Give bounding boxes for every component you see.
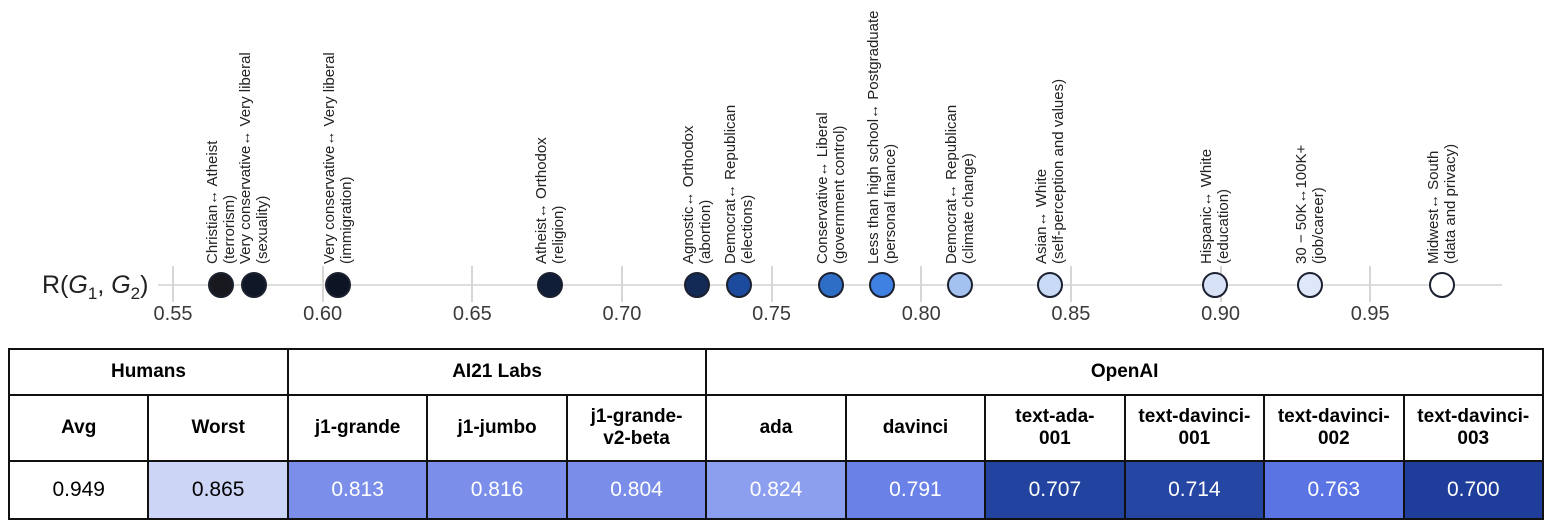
group-pair-text: 30 − 50K↔100K+ [1293, 144, 1311, 264]
topic-text: (sexuality) [253, 195, 271, 264]
x-axis-tick [471, 266, 474, 302]
x-axis-tick-label: 0.80 [901, 303, 941, 325]
axis-title: R(G1, G2) [42, 271, 149, 303]
table-value-cell: 0.791 [844, 460, 987, 520]
table-value-cell: 0.700 [1402, 460, 1545, 520]
x-axis-tick-label: 0.90 [1201, 303, 1241, 325]
x-axis-tick [172, 266, 174, 302]
topic-text: (terrorism) [220, 194, 238, 264]
data-point-dot [537, 272, 564, 298]
group-correlation-dot-plot: R(G1, G2) 0.55 0.60 0.65 0.70 0.75 0.80 0.85 0.… [42, 11, 1502, 325]
table-column-header: Avg [7, 394, 150, 462]
data-point-dot [1036, 272, 1063, 298]
table-column-header: j1-grande- v2-beta [565, 394, 708, 462]
data-point-label: Very conservative↔ Very liberal (immigrat… [321, 52, 355, 264]
results-table: Humans AI21 Labs OpenAI Avg Worst j1-grande j… [7, 348, 1545, 520]
table-column-header: j1-grande [286, 394, 429, 462]
x-axis-tick [321, 266, 324, 302]
data-point-dot [683, 272, 710, 298]
data-point-label: Very conservative↔ Very liberal (sexualit… [237, 52, 271, 264]
table-group-header: AI21 Labs [286, 348, 708, 396]
table-value-cell: 0.714 [1123, 460, 1266, 520]
table-value-cell: 0.949 [7, 460, 150, 520]
x-axis-tick [920, 266, 923, 302]
group-pair-text: Agnostic↔ Orthodox [679, 125, 697, 264]
data-point-label: Less than high school↔ Postgraduate (pers… [865, 11, 899, 265]
topic-text: (data and privacy) [1442, 143, 1460, 264]
topic-text: (elections) [738, 194, 756, 264]
table-group-header: OpenAI [705, 348, 1544, 396]
table-group-header: Humans [8, 348, 289, 396]
table-column-header: text-davinci- 003 [1402, 394, 1545, 462]
data-point-dot [725, 272, 752, 298]
data-point-dot [240, 272, 267, 298]
data-point-label: Democrat↔ Republican (elections) [722, 105, 756, 264]
table-value-cell: 0.763 [1263, 460, 1405, 520]
data-point-label: Christian↔ Atheist (terrorism) [204, 141, 238, 264]
data-point-label: Atheist↔ Orthodox (religion) [533, 137, 567, 264]
group-pair-text: Democrat↔ Republican [943, 104, 961, 264]
table-column-header: j1-jumbo [426, 394, 568, 462]
data-point-dot [207, 272, 234, 298]
data-point-label: 30 − 50K↔100K+ (job/career) [1293, 145, 1327, 264]
topic-text: (self-perception and values) [1049, 78, 1067, 264]
x-axis-tick-label: 0.65 [452, 303, 492, 325]
group-pair-text: Democrat↔ Republican [721, 104, 739, 264]
data-point-label: Asian↔ White (self-perception and values) [1033, 79, 1067, 264]
data-point-label: Agnostic↔ Orthodox (abortion) [680, 126, 714, 264]
table-column-header: text-davinci- 002 [1263, 394, 1405, 462]
data-point-dot [324, 272, 351, 298]
group-pair-text: Midwest↔ South [1425, 150, 1443, 264]
table-column-header: davinci [844, 394, 987, 462]
table-column-header: text-ada- 001 [984, 394, 1126, 462]
x-axis-tick-label: 0.70 [602, 303, 642, 325]
table-value-cell: 0.707 [984, 460, 1126, 520]
data-point-dot [1297, 272, 1324, 298]
x-axis-tick-label: 0.85 [1051, 303, 1091, 325]
table-value-cell: 0.816 [426, 460, 568, 520]
x-axis-tick [1369, 266, 1372, 302]
table-column-header: Worst [147, 394, 289, 462]
x-axis-tick [620, 266, 623, 302]
data-point-label: Conservative↔ Liberal (government control… [814, 112, 848, 264]
data-point-dot [869, 272, 896, 298]
topic-text: (immigration) [337, 176, 355, 264]
table-value-cell: 0.804 [565, 460, 708, 520]
topic-text: (education) [1214, 188, 1232, 264]
x-axis-tick [770, 266, 773, 302]
topic-text: (religion) [550, 205, 568, 264]
group-pair-text: Christian↔ Atheist [203, 140, 221, 264]
x-axis-tick-label: 0.75 [752, 303, 792, 325]
topic-text: (government control) [831, 125, 849, 264]
data-point-dot [1201, 272, 1228, 298]
x-axis-tick [1069, 266, 1072, 302]
data-point-dot [947, 272, 974, 298]
data-point-label: Midwest↔ South (data and privacy) [1425, 144, 1459, 264]
data-point-label: Hispanic↔ White (education) [1198, 149, 1232, 264]
x-axis-tick-label: 0.95 [1350, 303, 1390, 325]
results-table-wrap: Humans AI21 Labs OpenAI Avg Worst j1-grande j… [7, 348, 1545, 520]
table-column-header: text-davinci- 001 [1123, 394, 1266, 462]
group-pair-text: Very conservative↔ Very liberal [236, 52, 254, 264]
topic-text: (job/career) [1310, 187, 1328, 264]
x-axis-tick-label: 0.60 [303, 303, 343, 325]
table-value-cell: 0.865 [147, 460, 289, 520]
group-pair-text: Asian↔ White [1032, 168, 1050, 264]
data-point-dot [818, 272, 845, 298]
x-axis-tick-label: 0.55 [153, 303, 193, 325]
topic-text: (abortion) [696, 199, 714, 264]
topic-text: (personal finance) [882, 143, 900, 264]
table-value-cell: 0.824 [705, 460, 847, 520]
group-pair-text: Hispanic↔ White [1197, 148, 1215, 264]
data-point-label: Democrat↔ Republican (climate change) [943, 105, 977, 264]
group-pair-text: Atheist↔ Orthodox [533, 137, 551, 264]
topic-text: (climate change) [960, 153, 978, 264]
table-column-header: ada [705, 394, 847, 462]
group-pair-text: Very conservative↔ Very liberal [320, 52, 338, 264]
table-value-cell: 0.813 [286, 460, 429, 520]
group-pair-text: Conservative↔ Liberal [814, 112, 832, 264]
group-pair-text: Less than high school↔ Postgraduate [865, 10, 883, 265]
data-point-dot [1429, 272, 1456, 298]
